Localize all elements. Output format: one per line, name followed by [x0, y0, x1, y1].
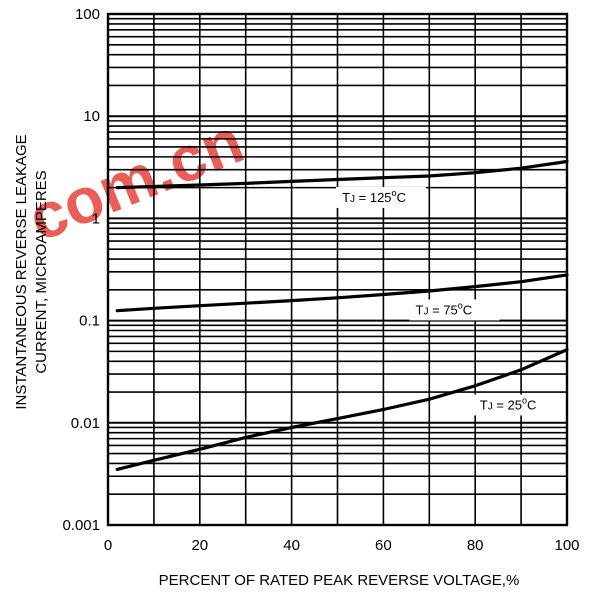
series-label-1: TJ = 75oC — [416, 300, 473, 317]
series-label-part: = 125 — [355, 190, 392, 205]
series-label-part: J — [350, 194, 355, 205]
series-label-bg-1 — [409, 299, 500, 321]
series-label-part: T — [480, 397, 488, 412]
series-label-part: C — [527, 397, 536, 412]
series-label-bg-0 — [336, 186, 427, 208]
y-tick-label: 1 — [92, 210, 100, 227]
curves — [115, 159, 569, 471]
tick-labels: 0 20 40 60 80 100 0.001 0.01 0.1 1 10 100 — [62, 6, 579, 554]
plot-frame — [106, 12, 569, 527]
y-axis-title-line2: CURRENT, MICROAMPERES — [33, 170, 50, 373]
series-label-part: o — [458, 300, 463, 310]
series-label-part: = 25 — [493, 397, 522, 412]
x-tick-label: 80 — [467, 537, 484, 554]
y-tick-label: 0.01 — [71, 415, 100, 432]
series-label-part: = 75 — [428, 302, 457, 317]
series-label-part: o — [522, 395, 527, 405]
series-line-1 — [115, 273, 569, 313]
series-label-bg-2 — [473, 394, 564, 416]
y-tick-label: 10 — [83, 108, 100, 125]
y-tick-label: 100 — [75, 6, 100, 23]
x-tick-label: 40 — [283, 537, 300, 554]
x-axis-title: PERCENT OF RATED PEAK REVERSE VOLTAGE,% — [159, 572, 520, 589]
series-label-part: C — [463, 302, 472, 317]
y-axis-title-line1: INSTANTANEOUS REVERSE LEAKAGE — [13, 134, 30, 409]
y-tick-label: 0.1 — [79, 313, 100, 330]
series-label-part: o — [392, 188, 397, 198]
plot-grid — [106, 12, 569, 527]
x-tick-label: 100 — [554, 537, 579, 554]
series-label-part: J — [488, 401, 493, 412]
series-label-2: TJ = 25oC — [480, 395, 537, 412]
series-label-part: C — [397, 190, 406, 205]
series-label-part: T — [416, 302, 424, 317]
series-label-part: J — [423, 306, 428, 317]
x-tick-label: 0 — [104, 537, 112, 554]
y-tick-label: 0.001 — [62, 517, 100, 534]
series-label-part: T — [342, 190, 350, 205]
series-line-2 — [115, 348, 569, 471]
series-label-0: TJ = 125oC — [342, 188, 406, 205]
x-tick-label: 20 — [191, 537, 208, 554]
series-line-0 — [115, 159, 569, 190]
x-tick-label: 60 — [375, 537, 392, 554]
